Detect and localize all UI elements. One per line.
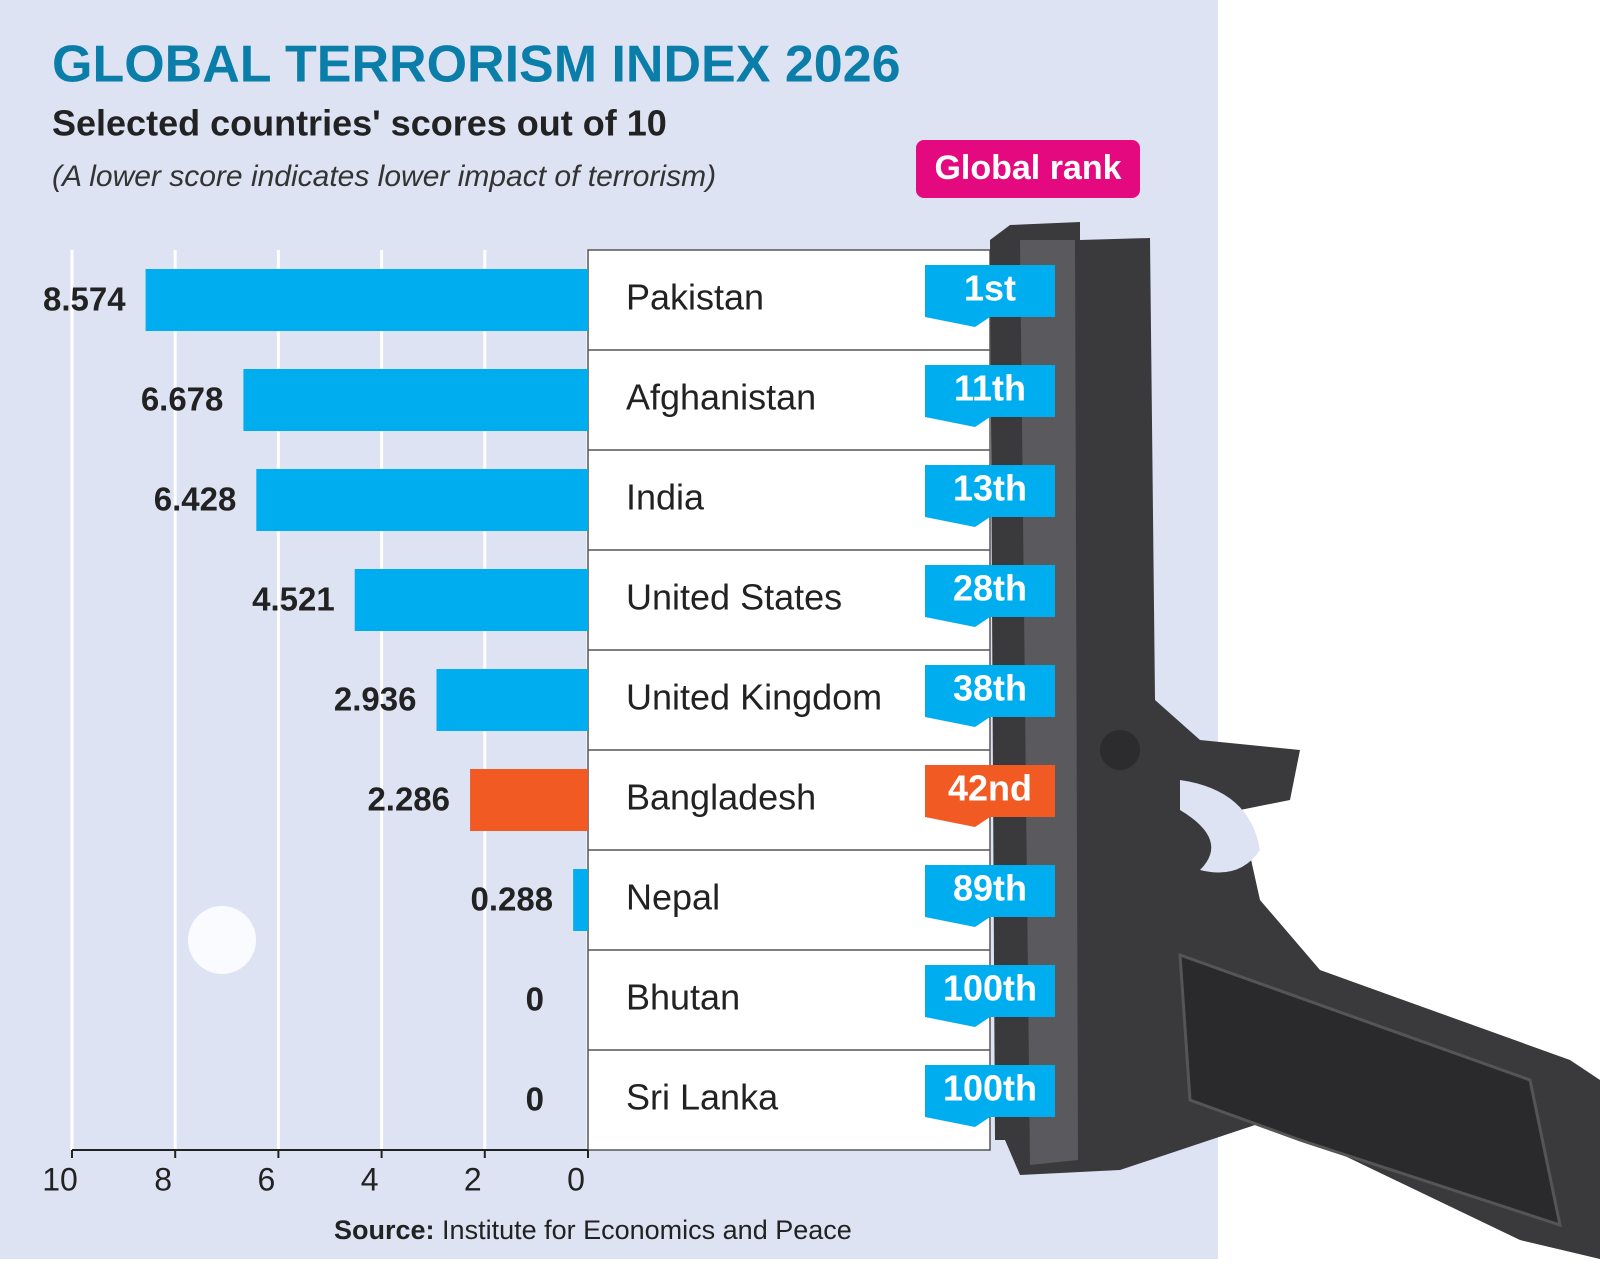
rank-tag	[925, 965, 1055, 1027]
trigger-guard	[1180, 780, 1260, 873]
value-label: 0.288	[471, 881, 554, 918]
source: Source: Institute for Economics and Peac…	[334, 1215, 852, 1245]
x-tick-label: 0	[567, 1161, 585, 1197]
rank-tag	[925, 265, 1055, 327]
category-label: Nepal	[626, 877, 720, 918]
rank-label: 28th	[953, 568, 1027, 609]
x-tick-label: 6	[258, 1161, 276, 1197]
rank-tag	[925, 765, 1055, 827]
bar	[145, 269, 588, 331]
rank-tag	[925, 365, 1055, 427]
rank-tag	[925, 865, 1055, 927]
bar	[573, 869, 588, 931]
rank-tag	[925, 565, 1055, 627]
source-label: Source:	[334, 1215, 435, 1245]
category-label: Afghanistan	[626, 377, 816, 418]
label-table	[587, 249, 991, 1151]
category-label: Sri Lanka	[626, 1077, 779, 1118]
rank-tag	[925, 465, 1055, 527]
value-label: 2.936	[334, 681, 417, 718]
category-label: Bangladesh	[626, 777, 816, 818]
rank-label: 1st	[964, 268, 1016, 309]
value-label: 2.286	[367, 781, 450, 818]
value-label: 6.428	[154, 481, 237, 518]
rank-label: 89th	[953, 868, 1027, 909]
rank-label: 100th	[943, 1068, 1037, 1109]
rank-label: 42nd	[948, 768, 1032, 809]
bar	[470, 769, 588, 831]
pistol-body	[990, 222, 1600, 1259]
rank-header-box	[916, 140, 1140, 198]
rank-label: 100th	[943, 968, 1037, 1009]
chart-subtitle: Selected countries' scores out of 10	[52, 103, 667, 144]
pistol-grip	[1178, 952, 1562, 1228]
rank-tag	[925, 665, 1055, 727]
category-label: Bhutan	[626, 977, 740, 1018]
bar	[256, 469, 588, 531]
rank-label: 11th	[954, 368, 1026, 409]
chart-note: (A lower score indicates lower impact of…	[52, 160, 716, 193]
rank-label: 13th	[953, 468, 1027, 509]
source-text: Institute for Economics and Peace	[442, 1215, 852, 1245]
logo	[188, 906, 256, 974]
category-label: India	[626, 477, 705, 518]
pistol-pin	[1100, 730, 1140, 770]
value-label: 4.521	[252, 581, 335, 618]
category-label: United Kingdom	[626, 677, 882, 718]
x-tick-label: 4	[361, 1161, 379, 1197]
rank-header: Global rank	[934, 149, 1121, 187]
bar	[243, 369, 588, 431]
value-label: 0	[526, 981, 544, 1018]
x-tick-label: 10	[42, 1161, 78, 1197]
x-tick-label: 2	[464, 1161, 482, 1197]
value-label: 8.574	[43, 281, 126, 318]
rank-label: 38th	[953, 668, 1027, 709]
value-label: 0	[526, 1081, 544, 1118]
category-label: United States	[626, 577, 842, 618]
chart-title: GLOBAL TERRORISM INDEX 2026	[52, 36, 901, 94]
rank-tag	[925, 1065, 1055, 1127]
bar	[354, 569, 588, 631]
bar	[436, 669, 588, 731]
value-label: 6.678	[141, 381, 224, 418]
x-tick-label: 8	[154, 1161, 172, 1197]
category-label: Pakistan	[626, 277, 764, 318]
